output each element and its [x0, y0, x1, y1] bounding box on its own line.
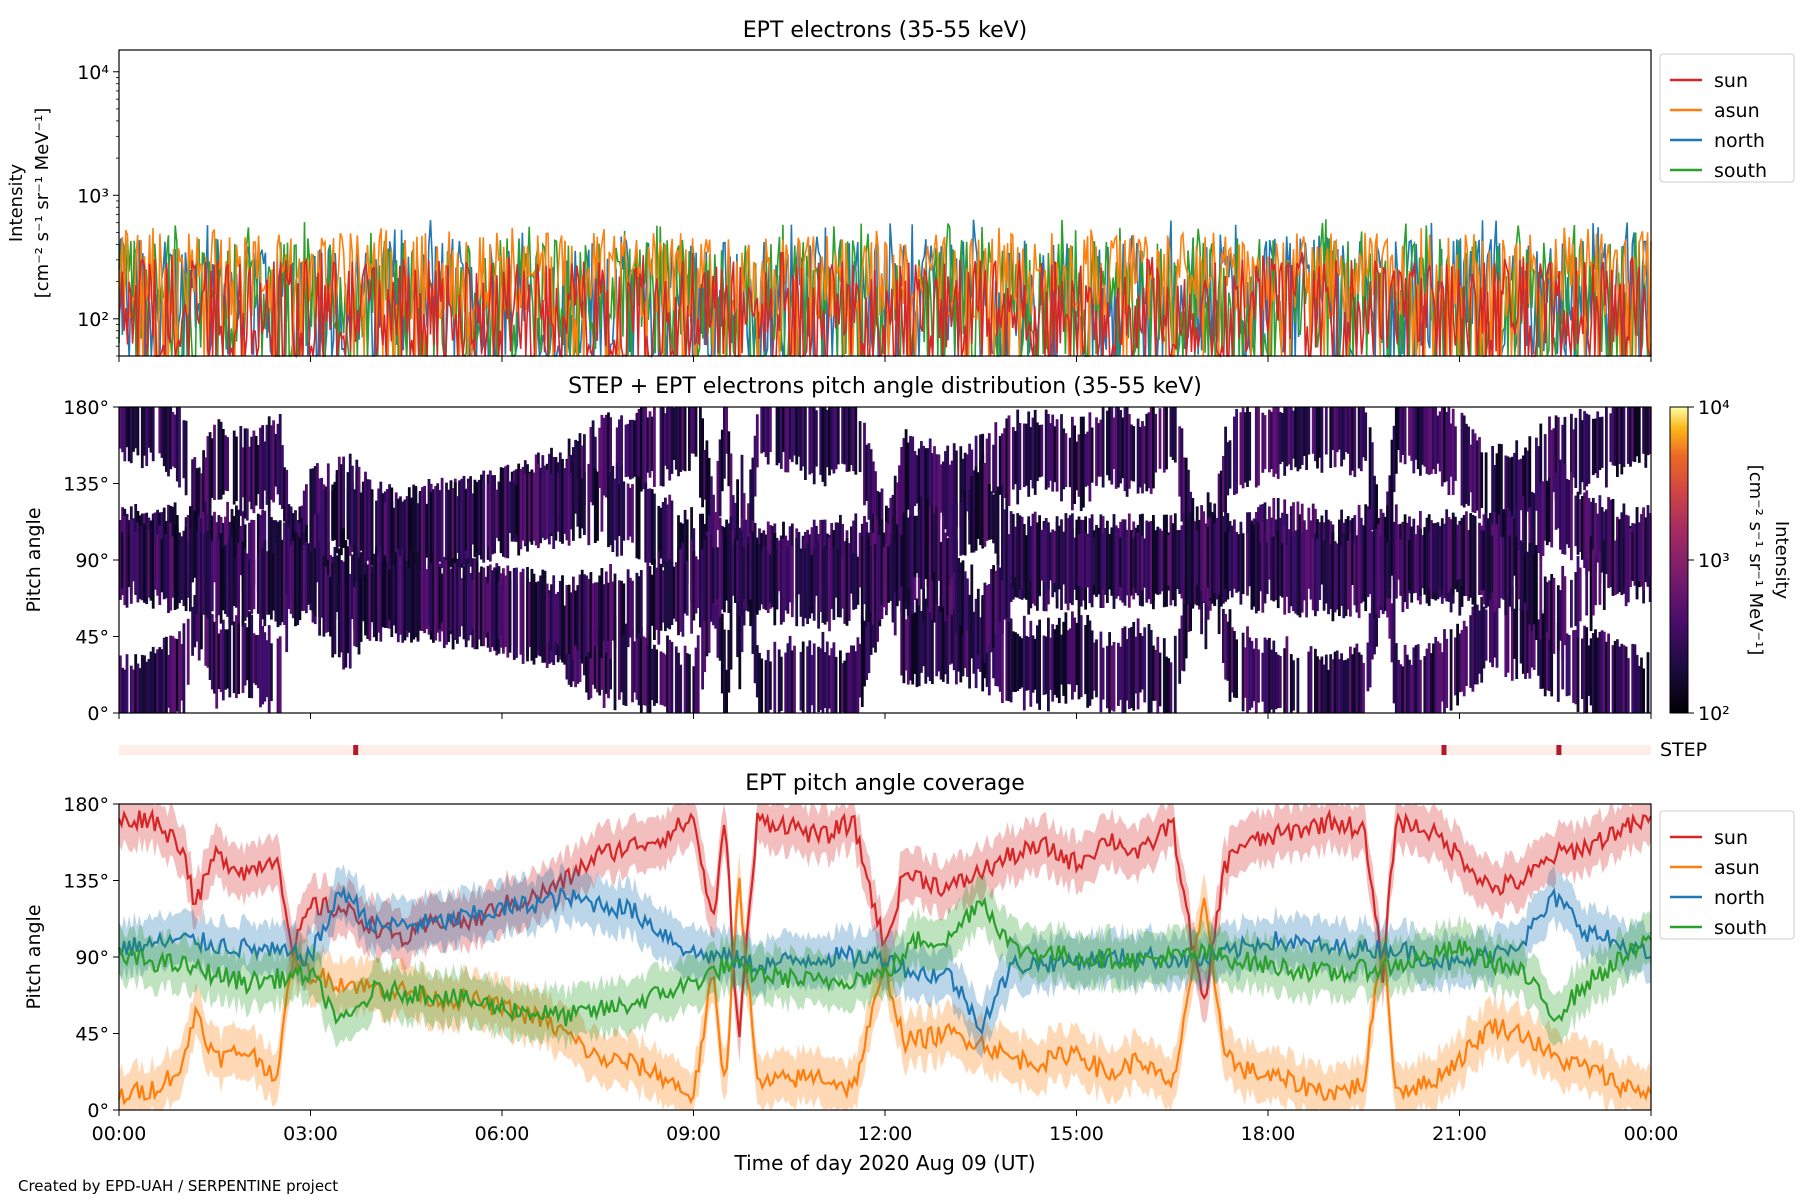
colorbar-ticks: 10² 10³ 10⁴	[1688, 397, 1730, 725]
x-tick-label: 15:00	[1049, 1123, 1104, 1145]
x-tick-label: 12:00	[858, 1123, 913, 1145]
step-mark	[353, 745, 359, 755]
legend-label-asun: asun	[1714, 857, 1760, 879]
x-tick-label: 03:00	[283, 1123, 338, 1145]
angle-tick-label: 180°	[63, 397, 109, 419]
x-tick-label: 06:00	[475, 1123, 530, 1145]
panel1-legend: sun asun north south	[1659, 53, 1795, 183]
angle-tick-label: 135°	[63, 474, 109, 496]
step-strip-bar	[119, 745, 1651, 755]
x-axis-label: Time of day 2020 Aug 09 (UT)	[733, 1151, 1035, 1175]
credit-text: Created by EPD-UAH / SERPENTINE project	[18, 1177, 338, 1195]
angle-tick-label: 45°	[75, 1024, 109, 1046]
legend-label-sun: sun	[1714, 70, 1748, 92]
x-tick-label: 00:00	[1624, 1123, 1679, 1145]
angle-tick-label: 90°	[75, 947, 109, 969]
series-asun-line	[118, 227, 1652, 357]
panel3-ylabel: Pitch angle	[23, 904, 45, 1009]
panel3-plot	[117, 804, 1652, 1110]
legend-label-north: north	[1714, 887, 1765, 909]
legend-label-asun: asun	[1714, 100, 1760, 122]
colorbar-label-line1: Intensity	[1771, 521, 1792, 600]
panel2-y-ticks: 0° 45° 90° 135° 180°	[63, 397, 119, 725]
x-tick-label: 21:00	[1432, 1123, 1487, 1145]
series-north-line	[117, 885, 1652, 1036]
series-sun-band	[119, 804, 1651, 1063]
step-mark	[1556, 745, 1562, 755]
series-north-band	[119, 863, 1651, 1059]
x-tick-label: 00:00	[92, 1123, 147, 1145]
step-strip	[119, 745, 1651, 755]
legend-label-north: north	[1714, 130, 1765, 152]
angle-tick-label: 135°	[63, 871, 109, 893]
panel1-title: EPT electrons (35-55 keV)	[743, 18, 1028, 43]
x-tick-label: 18:00	[1241, 1123, 1296, 1145]
legend-label-south: south	[1714, 160, 1767, 182]
angle-tick-label: 180°	[63, 794, 109, 816]
series-south-band	[119, 874, 1651, 1052]
panel2-ylabel: Pitch angle	[23, 507, 45, 612]
step-label: STEP	[1660, 739, 1707, 761]
panel3-title: EPT pitch angle coverage	[745, 771, 1025, 796]
angle-tick-label: 0°	[87, 1100, 109, 1122]
step-mark	[1441, 745, 1447, 755]
series-south-line	[118, 896, 1652, 1027]
legend-label-south: south	[1714, 917, 1767, 939]
x-axis-ticks: 00:00 03:00 06:00 09:00 12:00 15:00 18:00 21:00…	[92, 356, 1679, 1145]
panel3-y-ticks: 0° 45° 90° 135° 180°	[63, 794, 119, 1122]
angle-tick-label: 0°	[87, 703, 109, 725]
colorbar	[1669, 406, 1689, 714]
legend-label-sun: sun	[1714, 827, 1748, 849]
panel1-ylabel-line2: [cm⁻² s⁻¹ sr⁻¹ MeV⁻¹]	[32, 108, 53, 299]
panel2-heatmap	[119, 407, 1652, 713]
series-sun-line	[117, 808, 1652, 1038]
panel1-ytick-label: 10³	[77, 185, 109, 207]
panel1-ylabel-line1: Intensity	[6, 163, 27, 242]
colorbar-tick-label: 10³	[1698, 550, 1730, 572]
colorbar-tick-label: 10⁴	[1698, 397, 1730, 419]
panel1-ytick-label: 10²	[77, 309, 109, 331]
x-tick-label: 09:00	[666, 1123, 721, 1145]
panel2-title: STEP + EPT electrons pitch angle distrib…	[568, 374, 1202, 399]
angle-tick-label: 45°	[75, 627, 109, 649]
panel1-plot	[118, 219, 1652, 359]
series-asun-band	[119, 852, 1651, 1110]
colorbar-tick-label: 10²	[1698, 703, 1730, 725]
panel3-legend: sun asun north south	[1659, 810, 1795, 940]
panel1-ytick-label: 10⁴	[77, 62, 109, 84]
panel1-y-ticks: 10² 10³ 10⁴	[77, 62, 119, 357]
angle-tick-label: 90°	[75, 550, 109, 572]
colorbar-label-line2: [cm⁻² s⁻¹ sr⁻¹ MeV⁻¹]	[1745, 465, 1766, 656]
